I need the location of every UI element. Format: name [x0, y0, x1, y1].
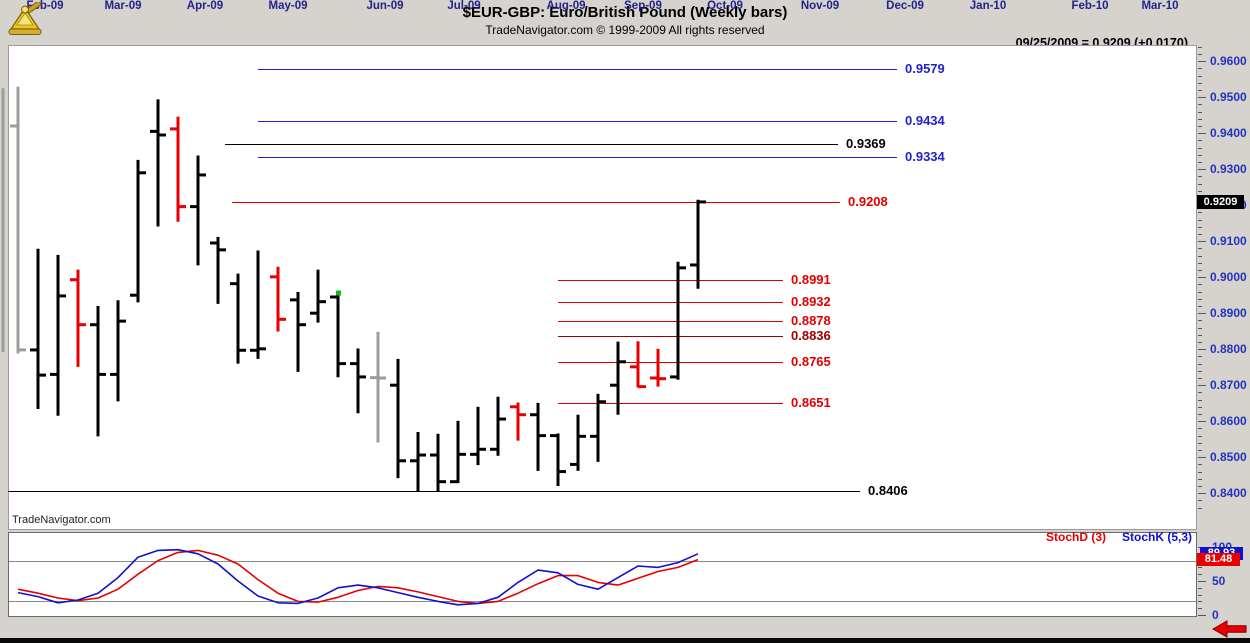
price-axis-label: 0.8400 — [1210, 486, 1247, 501]
price-axis-label: 0.9300 — [1210, 162, 1247, 177]
stoch-d-value-badge: 81.48 — [1197, 553, 1240, 566]
bottom-border-bar — [0, 638, 1250, 643]
price-axis-label: 0.8900 — [1210, 306, 1247, 321]
copyright-subtitle: TradeNavigator.com © 1999-2009 All right… — [485, 23, 765, 37]
stoch-d-legend-label: StochD (3) — [1045, 530, 1106, 544]
price-axis-label: 0.9400 — [1210, 126, 1247, 141]
stochastic-legend: StochD (3) StochK (5,3) — [1046, 530, 1192, 544]
price-chart-panel — [8, 45, 1197, 530]
price-axis-label: 0.9600 — [1210, 54, 1247, 69]
price-axis-label: 0.8600 — [1210, 414, 1247, 429]
tradenavigator-sextant-logo-icon — [8, 2, 42, 35]
price-axis-label: 0.8500 — [1210, 450, 1247, 465]
stoch-axis-label: 50 — [1212, 574, 1226, 588]
stochastic-panel — [8, 532, 1197, 617]
time-axis — [0, 617, 1250, 638]
price-axis-label: 0.9500 — [1210, 90, 1247, 105]
price-axis-label: 0.9000 — [1210, 270, 1247, 285]
chart-title: $EUR-GBP: Euro/British Pound (Weekly bar… — [462, 4, 788, 21]
price-axis-label: 0.9100 — [1210, 234, 1247, 249]
stoch-k-legend-label: StochK (5,3) — [1121, 530, 1192, 544]
chart-watermark: TradeNavigator.com — [12, 514, 111, 526]
last-price-badge: 0.9209 — [1197, 195, 1244, 209]
price-axis-label: 0.8700 — [1210, 378, 1247, 393]
price-axis-label: 0.8800 — [1210, 342, 1247, 357]
